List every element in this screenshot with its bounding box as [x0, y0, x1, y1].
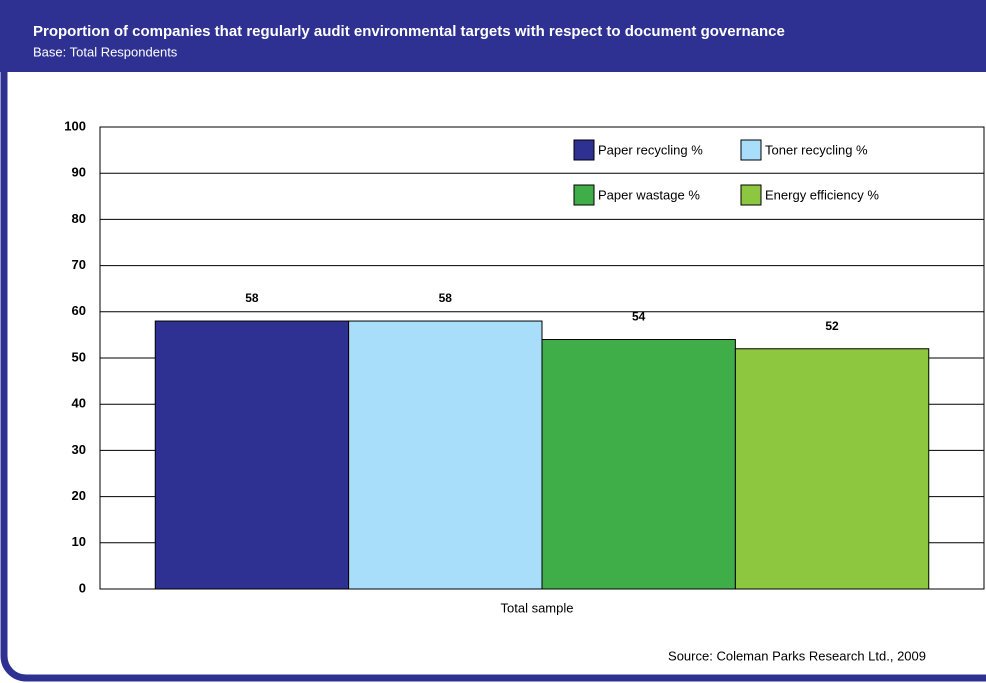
- header-band: [0, 0, 986, 72]
- bar: [734, 348, 930, 590]
- y-tick-label: 90: [72, 165, 86, 180]
- bar: [348, 320, 543, 590]
- y-tick-label: 20: [72, 488, 86, 503]
- y-tick-label: 50: [72, 349, 86, 364]
- y-tick-label: 30: [72, 442, 86, 457]
- value-label: 58: [245, 291, 259, 305]
- legend-swatch: [573, 184, 595, 206]
- legend-swatch: [740, 184, 762, 206]
- source-note: Source: Coleman Parks Research Ltd., 200…: [668, 648, 926, 663]
- legend-label: Paper wastage %: [598, 187, 700, 202]
- legend-swatch: [740, 139, 762, 161]
- y-tick-label: 40: [72, 396, 86, 411]
- y-tick-label: 0: [79, 580, 86, 595]
- legend-label: Paper recycling %: [598, 142, 703, 157]
- chart-title: Proportion of companies that regularly a…: [33, 23, 785, 40]
- value-label: 58: [439, 291, 453, 305]
- y-tick-label: 10: [72, 534, 86, 549]
- legend-label: Toner recycling %: [765, 142, 868, 157]
- legend-swatch: [573, 139, 595, 161]
- y-tick-label: 70: [72, 257, 86, 272]
- bar: [154, 320, 350, 590]
- value-label: 52: [825, 319, 839, 333]
- value-label: 54: [632, 310, 646, 324]
- y-tick-label: 80: [72, 211, 86, 226]
- x-tick-label: Total sample: [501, 600, 574, 615]
- y-tick-label: 60: [72, 303, 86, 318]
- legend-label: Energy efficiency %: [765, 187, 879, 202]
- y-tick-label: 100: [64, 118, 86, 133]
- bar: [541, 339, 736, 590]
- chart-subtitle: Base: Total Respondents: [33, 44, 178, 59]
